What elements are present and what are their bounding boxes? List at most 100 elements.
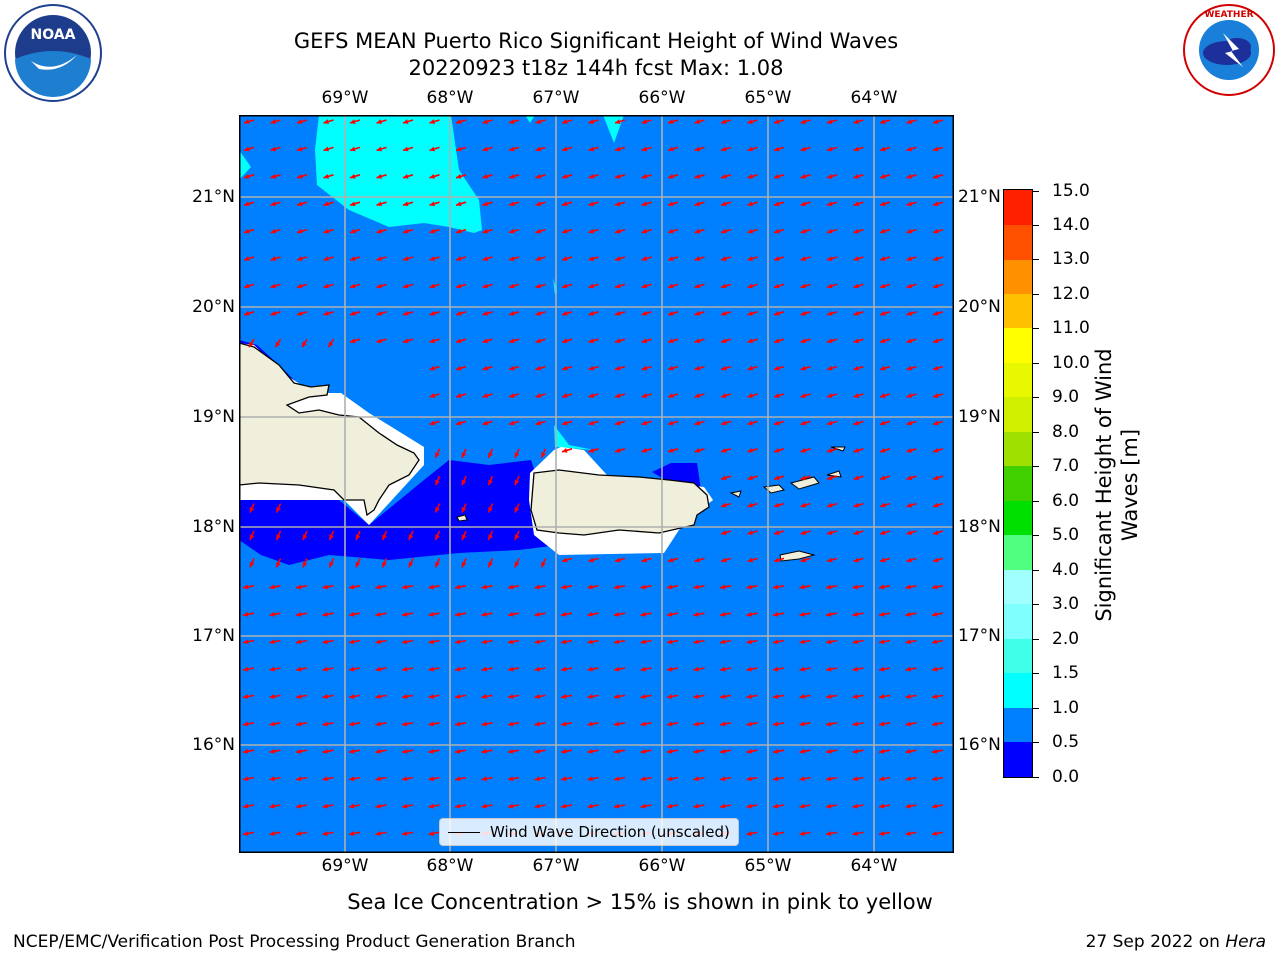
wave-direction-arrowhead: [721, 530, 727, 535]
wave-direction-arrowhead: [269, 639, 275, 645]
wave-direction-arrowhead: [249, 561, 255, 568]
wave-direction-arrowhead: [640, 666, 646, 672]
wave-direction-arrowhead: [614, 584, 620, 590]
wave-direction-arrowhead: [428, 694, 434, 699]
land-puerto-rico: [530, 469, 710, 536]
wave-direction-arrowhead: [270, 256, 277, 261]
wave-direction-arrowhead: [668, 283, 674, 289]
low-wave-zone: [239, 460, 559, 565]
wave-direction-arrowhead: [799, 611, 805, 617]
wave-direction-arrowhead: [429, 420, 436, 426]
wave-direction-arrowhead: [694, 119, 701, 124]
wave-direction-arrowhead: [509, 283, 515, 289]
wave-direction-arrowhead: [588, 146, 595, 152]
wave-direction-arrowhead: [668, 119, 674, 124]
wave-direction-arrowhead: [244, 228, 250, 234]
wave-direction-arrowhead: [906, 256, 913, 261]
wave-direction-arrowhead: [481, 748, 487, 754]
lat-label-left: 18°N: [192, 517, 235, 537]
wave-direction-arrowhead: [535, 119, 542, 124]
wave-direction-arrowhead: [455, 584, 461, 590]
wave-direction-arrowhead: [774, 173, 780, 179]
wave-direction-arrowhead: [509, 256, 515, 261]
wave-direction-arrowhead: [668, 228, 674, 234]
wave-direction-arrowhead: [562, 338, 568, 344]
wave-direction-arrowhead: [641, 420, 648, 426]
wave-direction-arrowhead: [905, 748, 911, 754]
wave-direction-arrowhead: [322, 831, 328, 836]
wave-direction-arrowhead: [481, 694, 487, 699]
wave-direction-arrowhead: [694, 228, 701, 234]
wave-direction-arrowhead: [562, 310, 568, 316]
wave-direction-arrowhead: [774, 256, 780, 261]
wave-direction-arrowhead: [827, 393, 833, 398]
colorbar-tick-mark: [1033, 293, 1039, 295]
wave-direction-arrowhead: [694, 173, 701, 179]
wave-direction-arrowhead: [826, 584, 832, 590]
wave-direction-arrowhead: [428, 721, 434, 727]
lat-label-left: 20°N: [192, 297, 235, 317]
wave-direction-arrowhead: [349, 611, 355, 617]
wave-direction-arrowhead: [852, 584, 858, 590]
wave-direction-arrowhead: [376, 119, 383, 124]
wave-direction-arrowhead: [641, 146, 648, 152]
lat-label-right: 16°N: [958, 735, 1001, 755]
wave-direction-arrowhead: [481, 666, 487, 672]
wave-direction-arrowhead: [249, 341, 254, 348]
wave-direction-arrowhead: [667, 748, 673, 754]
lon-label-bottom: 67°W: [532, 856, 580, 876]
wave-direction-arrowhead: [774, 557, 780, 563]
wave-direction-arrowhead: [694, 447, 701, 453]
wave-direction-arrowhead: [508, 776, 514, 782]
wave-direction-arrowhead: [800, 338, 807, 344]
wave-direction-arrowhead: [587, 748, 593, 754]
wave-direction-arrowhead: [774, 310, 780, 316]
wave-direction-arrowhead: [932, 666, 938, 672]
colorbar-tick-mark: [1033, 638, 1039, 640]
wave-direction-arrowhead: [376, 283, 383, 289]
wave-direction-arrowhead: [488, 507, 493, 513]
wave-direction-arrowhead: [774, 420, 780, 426]
wave-direction-arrowhead: [800, 530, 807, 535]
wave-direction-arrowhead: [587, 639, 593, 645]
wave-direction-arrowhead: [296, 694, 302, 699]
wave-direction-arrowhead: [588, 201, 595, 207]
wave-direction-arrowhead: [720, 803, 726, 809]
wave-direction-arrowhead: [455, 748, 461, 754]
wave-direction-arrowhead: [588, 365, 595, 371]
wave-direction-arrowhead: [615, 228, 621, 234]
wave-direction-arrowhead: [456, 146, 462, 152]
wave-direction-arrowhead: [720, 776, 726, 782]
wave-direction-arrowhead: [587, 694, 593, 699]
wave-direction-arrowhead: [269, 694, 275, 699]
wave-direction-arrowhead: [428, 831, 434, 836]
wave-direction-arrowhead: [694, 310, 701, 316]
wave-direction-arrowhead: [429, 310, 436, 316]
wave-direction-arrowhead: [641, 393, 648, 398]
wave-direction-arrowhead: [402, 721, 408, 727]
wave-direction-arrowhead: [693, 639, 699, 645]
colorbar-segment: [1004, 431, 1032, 467]
footer-machine: Hera: [1225, 932, 1266, 952]
wave-direction-arrowhead: [349, 639, 355, 645]
wave-direction-arrowhead: [773, 611, 779, 617]
wave-direction-arrowhead: [376, 146, 383, 152]
wave-direction-arrowhead: [561, 666, 567, 672]
wave-direction-arrowhead: [508, 639, 514, 645]
wave-direction-arrowhead: [667, 584, 673, 590]
wave-direction-arrowhead: [827, 119, 833, 124]
wave-direction-arrowhead: [276, 561, 281, 568]
wave-direction-arrowhead: [403, 119, 409, 124]
wave-direction-arrowhead: [721, 365, 727, 371]
wave-direction-arrowhead: [721, 557, 727, 563]
wave-direction-arrowhead: [375, 639, 381, 645]
colorbar-tick-label: 4.0: [1052, 559, 1080, 580]
wave-direction-arrowhead: [509, 338, 515, 344]
wave-direction-arrowhead: [933, 119, 939, 124]
wave-direction-arrowhead: [641, 228, 648, 234]
wave-direction-arrowhead: [482, 310, 489, 316]
wave-direction-arrowhead: [375, 694, 381, 699]
wave-direction-arrowhead: [640, 776, 646, 782]
wave-direction-arrowhead: [461, 507, 467, 513]
wave-direction-arrowhead: [428, 639, 434, 645]
